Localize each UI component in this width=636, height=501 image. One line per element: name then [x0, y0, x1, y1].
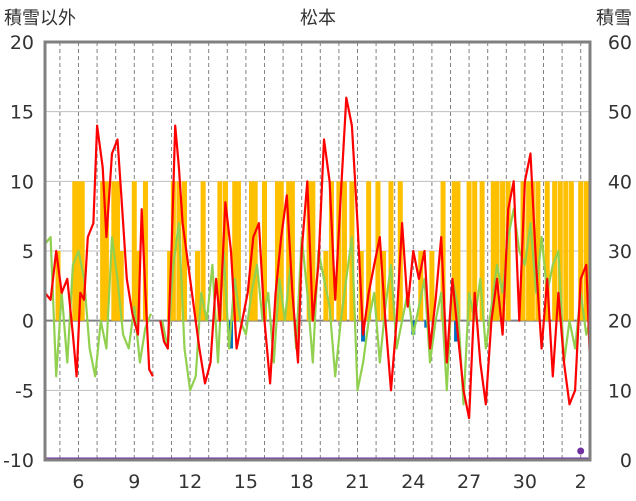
left-tick-label: 5: [22, 241, 34, 263]
sunshine-bar: [479, 181, 485, 321]
right-tick-label: 40: [608, 171, 632, 193]
sunshine-bar: [500, 181, 506, 321]
x-tick-label: 2: [575, 471, 587, 493]
sunshine-bar: [170, 181, 176, 321]
sunshine-bar: [182, 181, 188, 321]
sunshine-bar: [535, 181, 541, 321]
right-tick-label: 60: [608, 32, 632, 54]
right-tick-label: 50: [608, 102, 632, 124]
sunshine-bar: [115, 181, 121, 321]
sunshine-bar: [505, 181, 511, 321]
sunshine-bar: [429, 251, 435, 321]
sunshine-bar: [72, 181, 78, 321]
sunshine-bar: [286, 181, 292, 321]
sunshine-bar: [418, 251, 424, 321]
left-tick-label: -5: [15, 380, 34, 402]
sunshine-bar: [131, 181, 137, 321]
sunshine-bar: [232, 181, 238, 321]
sunshine-bar: [341, 181, 347, 321]
sunshine-bar: [328, 181, 334, 321]
x-tick-label: 30: [513, 471, 537, 493]
sunshine-bar: [494, 181, 500, 321]
sunshine-bar: [366, 181, 372, 321]
sunshine-bar: [466, 181, 472, 321]
sunshine-bar: [200, 181, 206, 321]
left-tick-label: 15: [10, 102, 34, 124]
sunshine-bar: [100, 181, 106, 321]
right-axis-label: 積雪: [596, 8, 632, 29]
left-tick-label: 20: [10, 32, 34, 54]
sunshine-bar: [490, 181, 496, 321]
sunshine-bar: [142, 181, 148, 321]
x-tick-label: 24: [401, 471, 425, 493]
sunshine-bar: [261, 181, 267, 321]
sunshine-bar: [118, 251, 124, 321]
sunshine-bar: [440, 181, 446, 321]
left-tick-label: -10: [3, 450, 34, 472]
sunshine-bar: [388, 181, 394, 321]
right-tick-label: 0: [620, 450, 632, 472]
plot-frame: [43, 40, 592, 462]
right-tick-label: 10: [608, 380, 632, 402]
precipitation-bar: [424, 320, 429, 328]
sunshine-bar: [583, 181, 589, 321]
snow-spike-point: [577, 447, 585, 455]
sunshine-bar: [195, 251, 201, 321]
sunshine-bar: [568, 181, 574, 321]
precipitation-bar: [454, 320, 459, 342]
sunshine-bar: [563, 181, 569, 321]
sunshine-bar: [557, 181, 563, 321]
chart-title: 松本: [300, 8, 336, 29]
sunshine-bar: [217, 181, 223, 321]
x-tick-label: 21: [345, 471, 369, 493]
sunshine-bar: [79, 181, 85, 321]
sunshine-bar: [578, 181, 584, 321]
sunshine-bar: [275, 181, 281, 321]
x-tick-label: 6: [72, 471, 84, 493]
sunshine-bar: [526, 181, 532, 321]
sunshine-bar: [278, 181, 284, 321]
sunshine-bar: [222, 181, 228, 321]
left-tick-label: 10: [10, 171, 34, 193]
sunshine-bar: [103, 181, 109, 321]
sunshine-bar: [176, 181, 182, 321]
sunshine-bar: [472, 181, 478, 321]
sunshine-bar: [310, 181, 316, 321]
x-tick-label: 9: [128, 471, 140, 493]
sunshine-bar: [552, 181, 558, 321]
right-tick-label: 20: [608, 311, 632, 333]
right-tick-label: 30: [608, 241, 632, 263]
sunshine-bar: [135, 251, 141, 321]
x-tick-label: 18: [290, 471, 314, 493]
left-tick-label: 0: [22, 311, 34, 333]
sunshine-bar: [235, 181, 241, 321]
x-tick-label: 12: [178, 471, 202, 493]
sunshine-bar: [544, 181, 550, 321]
sunshine-bar: [451, 181, 457, 321]
x-tick-label: 27: [457, 471, 481, 493]
sunshine-bar: [289, 181, 295, 321]
x-tick-label: 15: [234, 471, 258, 493]
temperature-series-line: [44, 96, 592, 420]
sunshine-bar: [55, 251, 61, 321]
sunshine-bar: [455, 181, 461, 321]
sunshine-bar: [252, 181, 258, 321]
left-axis-label: 積雪以外: [4, 8, 76, 29]
